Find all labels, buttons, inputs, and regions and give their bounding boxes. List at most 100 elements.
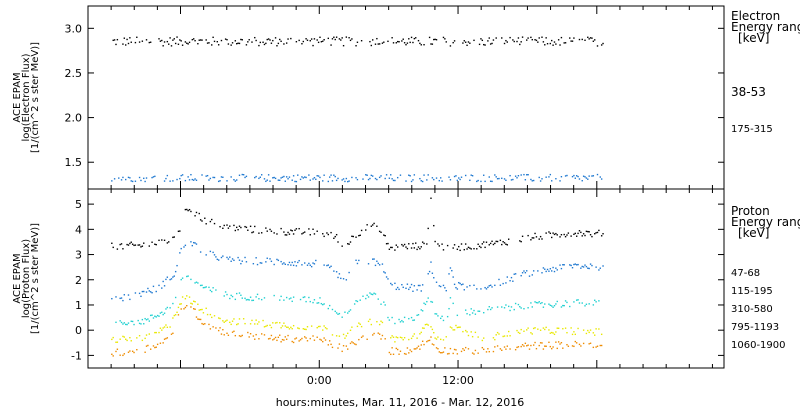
data-point [599,176,601,178]
data-point [534,232,536,235]
data-point [116,341,119,343]
data-point [544,345,546,347]
data-point [381,263,384,265]
data-point [521,272,524,274]
data-point [129,37,131,39]
data-point [145,177,148,179]
data-point [575,342,578,344]
data-point [505,304,507,306]
data-point [406,42,409,44]
data-point [280,260,282,263]
data-point [170,333,173,335]
data-point [420,290,422,292]
data-point [566,174,568,177]
data-point [392,179,395,182]
data-point [148,333,150,335]
data-point [306,326,309,328]
data-point [406,283,409,285]
data-point [491,240,493,242]
data-point [315,259,317,262]
data-point [183,246,185,248]
data-point [466,286,468,288]
data-point [571,40,574,42]
data-point [542,348,545,350]
data-point [563,264,565,266]
data-point [548,176,550,178]
data-point [433,38,435,41]
data-point [295,228,298,230]
data-point [119,320,121,322]
data-point [381,42,384,44]
data-point [313,233,316,235]
data-point [396,336,399,339]
data-point [421,180,424,183]
data-point [349,241,352,243]
data-point [111,338,113,341]
data-point [170,278,173,280]
data-point [530,36,532,39]
data-point [172,236,174,239]
data-point [489,308,492,311]
data-point [323,39,325,41]
data-point [396,246,399,248]
data-point [223,334,225,336]
data-point [456,248,459,251]
data-point [190,210,192,213]
data-point [553,270,556,273]
data-point [217,329,220,332]
data-point [394,282,396,285]
data-point [420,344,422,346]
data-point [222,255,224,257]
data-point [181,44,184,46]
data-point [553,333,556,336]
data-point [342,278,345,280]
data-point [559,264,561,266]
data-point [594,334,596,336]
data-point [245,261,248,263]
data-point [374,293,377,295]
data-point [527,234,529,237]
data-point [173,236,175,238]
data-point [494,284,496,287]
legend-title-line: [keV] [738,226,769,240]
data-point [287,334,289,337]
data-point [216,41,218,43]
data-point [138,292,141,295]
data-point [134,244,137,246]
data-point [123,37,126,39]
data-point [580,267,582,269]
data-point [322,329,324,331]
data-point [381,321,384,324]
data-point [169,180,171,182]
data-point [274,37,277,39]
data-point [205,307,207,310]
data-point [502,335,504,338]
data-point [263,334,266,336]
data-point [240,262,242,265]
data-point [503,335,506,337]
data-point [317,41,320,44]
data-point [573,233,575,236]
data-point [402,38,404,40]
data-point [136,337,138,339]
data-point [237,256,239,259]
data-point [391,316,393,319]
data-point [323,264,325,266]
data-point [227,43,230,45]
data-point [345,177,348,180]
data-point [445,336,447,338]
data-point [481,339,484,342]
data-point [401,283,403,286]
data-point [248,336,250,338]
data-point [502,282,504,285]
data-point [184,244,187,247]
data-point [230,294,232,297]
data-point [212,36,214,39]
data-point [456,326,459,329]
data-point [445,41,447,43]
data-point [571,345,574,347]
data-point [602,265,604,267]
data-point [123,294,126,296]
data-point [423,302,425,304]
data-point [152,285,155,288]
